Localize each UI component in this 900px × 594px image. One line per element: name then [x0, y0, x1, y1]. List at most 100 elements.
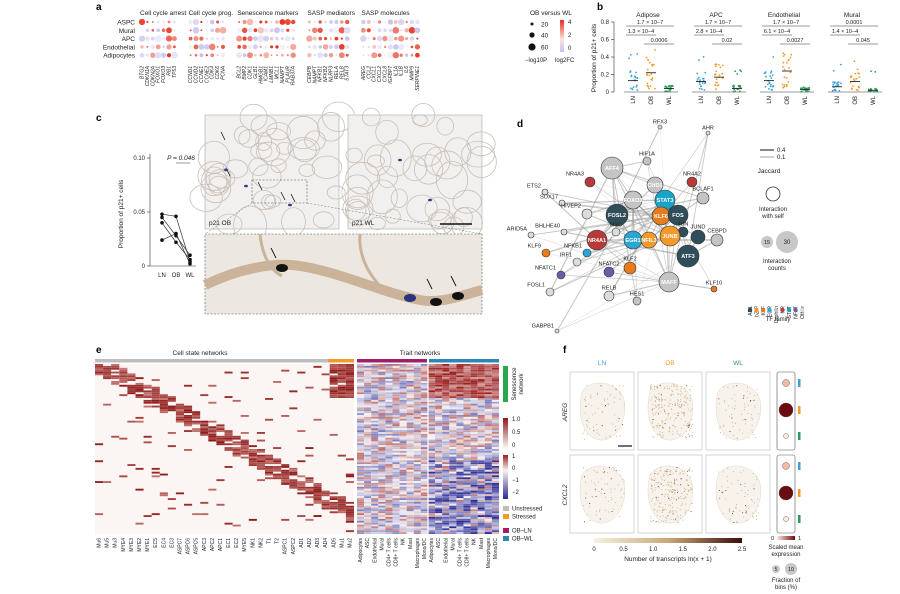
dot	[318, 45, 323, 49]
transcript-bin	[686, 437, 688, 439]
node-label: FOXO3	[624, 198, 643, 204]
p-value: 1.3 × 10−4	[628, 29, 654, 35]
transcript-bin	[690, 489, 692, 491]
x-tick-label: OB	[172, 273, 181, 279]
heatmap-cell	[364, 371, 372, 374]
transcript-bin	[669, 471, 671, 473]
dot	[414, 44, 421, 50]
transcript-bin	[734, 405, 736, 407]
heatmap-cell	[413, 526, 421, 529]
transcript-bin	[689, 390, 691, 392]
heatmap-cell	[399, 405, 407, 408]
transcript-bin	[667, 484, 669, 486]
heatmap-cell	[484, 365, 492, 368]
transcript-bin	[691, 418, 693, 420]
transcript-bin	[673, 386, 675, 387]
heatmap-cell	[357, 445, 365, 448]
heatmap-cell	[371, 524, 379, 527]
transcript-bin	[737, 437, 738, 439]
row-label: Mural	[119, 28, 136, 35]
transcript-bin	[654, 388, 655, 390]
heatmap-cell	[321, 501, 330, 504]
transcript-bin	[589, 520, 591, 521]
x-tick-label: WL	[186, 273, 196, 279]
heatmap-cell	[428, 384, 436, 387]
heatmap-cell	[456, 441, 464, 444]
network-edge	[596, 239, 670, 283]
data-point	[702, 55, 705, 58]
data-point	[669, 88, 671, 91]
dot	[334, 36, 339, 41]
heatmap-cell	[449, 449, 457, 451]
dot	[150, 52, 156, 58]
heatmap-cell	[456, 458, 464, 461]
heatmap-cell	[463, 518, 471, 521]
heatmap-cell	[413, 443, 421, 446]
heatmap-cell	[435, 456, 443, 459]
heatmap-cell	[378, 437, 386, 440]
colorbar-2	[503, 455, 508, 499]
heatmap-cell	[428, 415, 436, 417]
heatmap-cell	[449, 458, 457, 461]
gene-label: LMNB1	[269, 66, 275, 83]
dot	[246, 18, 254, 26]
heatmap-cell	[371, 405, 379, 408]
tf-family-swatch	[793, 307, 798, 313]
heatmap-cell	[413, 432, 421, 434]
dot	[328, 44, 334, 50]
heatmap-cell	[484, 501, 492, 504]
jaccard-legend-value: 0.4	[777, 148, 786, 154]
transcript-bin	[747, 494, 749, 495]
data-point	[636, 89, 639, 91]
dot	[205, 37, 209, 40]
data-point	[174, 214, 178, 219]
heatmap-cell	[232, 443, 241, 446]
heatmap-cell	[449, 407, 457, 410]
heatmap-cell	[477, 405, 485, 408]
dot	[275, 45, 279, 49]
transcript-bin	[682, 519, 684, 521]
heatmap-cell	[420, 399, 428, 402]
heatmap-cell	[449, 484, 457, 487]
gene-label: HMGB1	[258, 66, 264, 84]
heatmap-cell	[491, 418, 499, 421]
arrow	[257, 181, 263, 191]
data-point	[652, 63, 655, 66]
heatmap-cell	[119, 475, 128, 478]
heatmap-cell	[281, 415, 290, 417]
transcript-bin	[589, 503, 591, 504]
heatmap-cell	[435, 486, 443, 489]
heatmap-cell	[470, 386, 478, 389]
heatmap-cell	[371, 424, 379, 427]
gene-label: STAT3	[345, 66, 351, 81]
tissue-strand	[202, 259, 484, 307]
heatmap-cell	[357, 381, 365, 383]
condition-marker	[798, 432, 801, 440]
heatmap-cell	[392, 390, 400, 393]
heatmap-cell	[321, 500, 330, 502]
heatmap-cell	[470, 382, 478, 385]
heatmap-cell	[371, 439, 379, 442]
heatmap-cell	[449, 471, 457, 474]
heatmap-cell	[357, 430, 365, 432]
heatmap-cell	[484, 415, 492, 417]
self-interaction-label: with self	[761, 214, 784, 220]
heatmap-cell	[385, 399, 393, 402]
heatmap-cell	[378, 484, 386, 487]
transcript-bin	[691, 424, 693, 425]
heatmap-cell	[392, 373, 400, 376]
heatmap-cell	[442, 460, 450, 463]
heatmap-cell	[256, 456, 265, 459]
heatmap-cell	[420, 381, 428, 383]
heatmap-cell	[289, 484, 298, 487]
transcript-bin	[597, 394, 598, 395]
heatmap-cell	[463, 394, 471, 397]
heatmap-cell	[477, 407, 485, 410]
heatmap-cell	[281, 473, 290, 476]
adipocyte-outline	[311, 155, 343, 179]
heatmap-cell	[463, 486, 471, 489]
transcript-bin	[727, 387, 729, 388]
heatmap-cell	[484, 450, 492, 453]
dot	[188, 36, 193, 41]
heatmap-cell	[413, 377, 421, 380]
